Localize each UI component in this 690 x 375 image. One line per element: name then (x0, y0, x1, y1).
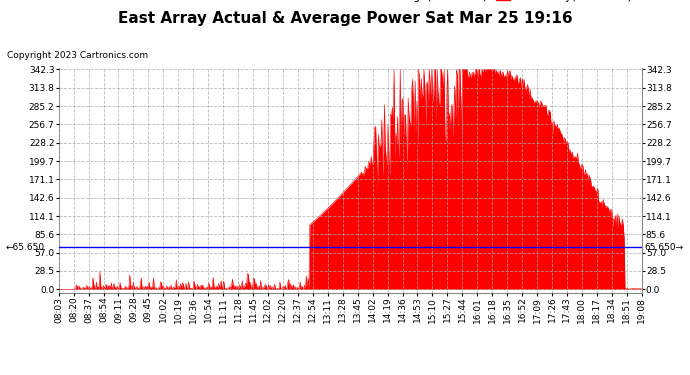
Text: East Array Actual & Average Power Sat Mar 25 19:16: East Array Actual & Average Power Sat Ma… (118, 11, 572, 26)
Text: ←65.650: ←65.650 (6, 243, 45, 252)
Text: Copyright 2023 Cartronics.com: Copyright 2023 Cartronics.com (7, 51, 148, 60)
Legend: Average(DC Watts), East Array(DC Watts): Average(DC Watts), East Array(DC Watts) (359, 0, 636, 6)
Text: 65.650→: 65.650→ (644, 243, 684, 252)
